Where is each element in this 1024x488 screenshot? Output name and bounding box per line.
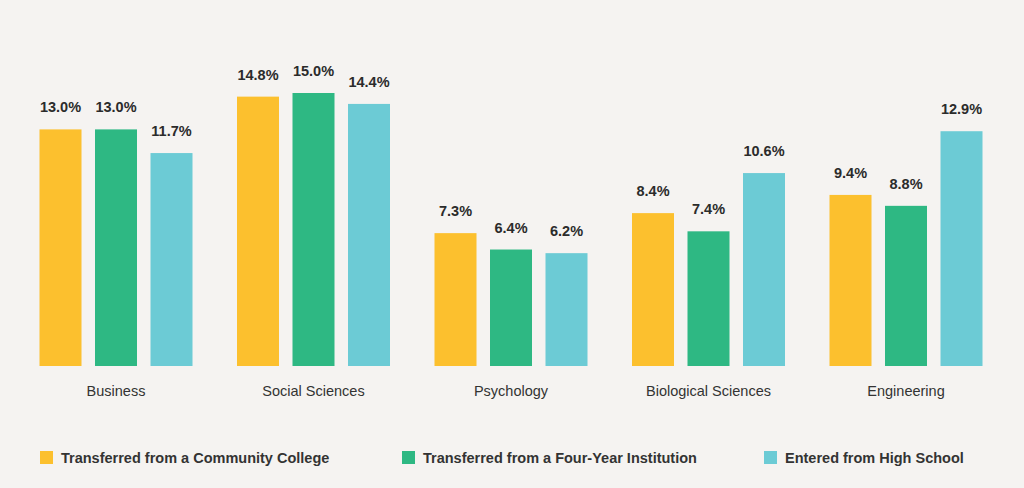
legend-swatch <box>764 451 777 464</box>
data-label: 13.0% <box>40 99 81 115</box>
bar <box>743 173 785 366</box>
tick-label: Biological Sciences <box>646 383 771 399</box>
bar <box>490 250 532 366</box>
chart: 13.0% 14.8% 7.3% 8.4% 9.4% 13.0% 15.0% 6.4% 7.4%… <box>0 0 1024 488</box>
legend-label: Transferred from a Community College <box>61 450 329 466</box>
data-label: 7.3% <box>439 203 472 219</box>
legend-label: Transferred from a Four-Year Institution <box>423 450 697 466</box>
bar <box>40 129 82 366</box>
data-label: 12.9% <box>941 101 982 117</box>
data-label: 10.6% <box>743 143 784 159</box>
bar <box>941 131 983 366</box>
data-label: 6.4% <box>494 220 527 236</box>
bar <box>237 97 279 366</box>
x-axis: Business Social Sciences Psychology Biologi… <box>87 383 945 399</box>
legend-swatch <box>40 451 53 464</box>
legend-label: Entered from High School <box>785 450 964 466</box>
tick-label: Social Sciences <box>262 383 364 399</box>
data-label: 11.7% <box>151 123 191 139</box>
tick-label: Business <box>87 383 146 399</box>
bar <box>151 153 193 366</box>
legend: Transferred from a Community College Tran… <box>40 450 964 466</box>
data-labels: 13.0% 14.8% 7.3% 8.4% 9.4% 13.0% 15.0% 6.4% 7.4%… <box>40 63 982 239</box>
data-label: 15.0% <box>293 63 334 79</box>
tick-label: Engineering <box>867 383 944 399</box>
bar <box>632 213 674 366</box>
bars <box>40 93 983 366</box>
data-label: 7.4% <box>692 201 725 217</box>
data-label: 14.4% <box>348 74 389 90</box>
data-label: 13.0% <box>95 99 136 115</box>
data-label: 14.8% <box>237 67 278 83</box>
data-label: 8.8% <box>889 176 922 192</box>
bar <box>95 129 137 366</box>
data-label: 8.4% <box>636 183 669 199</box>
bar <box>688 231 730 366</box>
data-label: 9.4% <box>834 165 867 181</box>
bar <box>435 233 477 366</box>
tick-label: Psychology <box>474 383 549 399</box>
bar <box>830 195 872 366</box>
bar <box>885 206 927 366</box>
bar <box>546 253 588 366</box>
data-label: 6.2% <box>550 223 583 239</box>
bar <box>348 104 390 366</box>
legend-swatch <box>402 451 415 464</box>
bar <box>293 93 335 366</box>
